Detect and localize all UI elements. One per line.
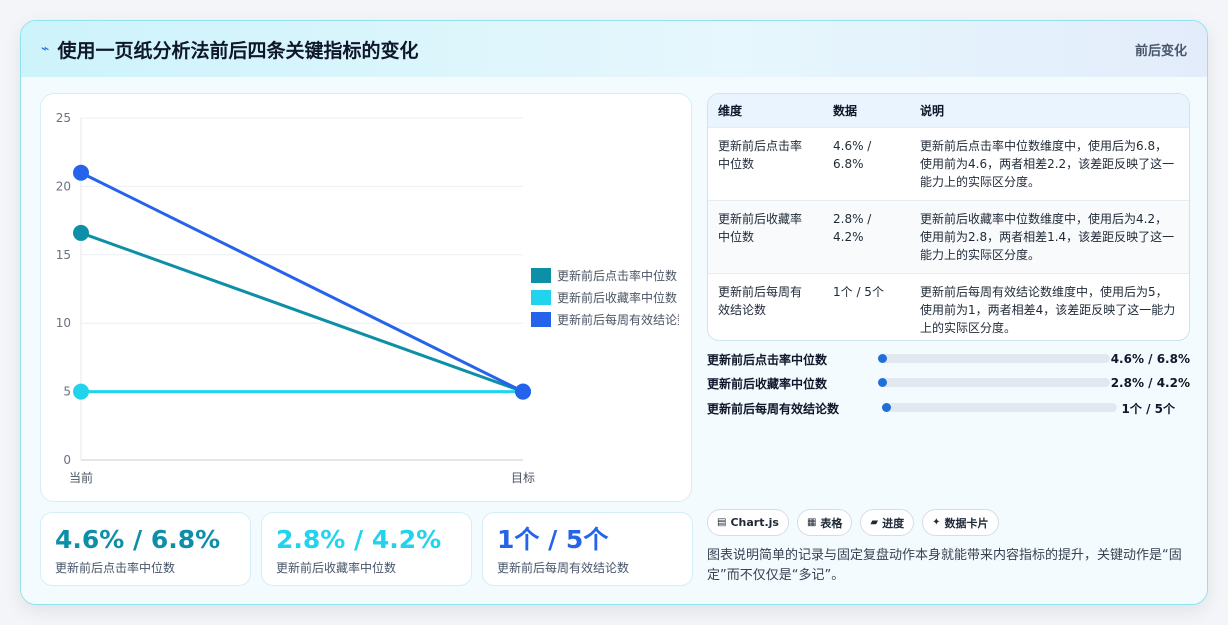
progress-value: 1个 / 5个 bbox=[1121, 401, 1175, 416]
legend-swatch bbox=[531, 290, 551, 305]
series-line bbox=[80, 171, 524, 393]
legend-label: 更新前后每周有效结论数 bbox=[557, 312, 689, 327]
x-tick-label: 当前 bbox=[69, 470, 93, 485]
stat-card-click-rate: 4.6% / 6.8% 更新前后点击率中位数 bbox=[40, 512, 251, 586]
table-row: 更新前后收藏率中位数 2.8% / 4.2% 更新前后收藏率中位数维度中，使用后… bbox=[708, 199, 1189, 273]
progress-track bbox=[882, 403, 1117, 412]
chip-label: 进度 bbox=[882, 516, 905, 530]
card-header: ⌁ 使用一页纸分析法前后四条关键指标的变化 前后变化 bbox=[21, 21, 1207, 77]
data-point bbox=[73, 164, 89, 181]
progress-label: 更新前后收藏率中位数 bbox=[707, 376, 828, 391]
data-point bbox=[73, 383, 89, 400]
table-header-data: 数据 bbox=[833, 103, 858, 118]
table-cell-desc: 更新前后收藏率中位数维度中，使用后为4.2，使用前为2.8，两者相差1.4，该差… bbox=[910, 199, 1189, 273]
table-header-row: 维度 数据 说明 bbox=[708, 94, 1189, 127]
progress-value: 4.6% / 6.8% bbox=[1110, 352, 1190, 366]
table-row: 更新前后点击率中位数 4.6% / 6.8% 更新前后点击率中位数维度中，使用后… bbox=[708, 126, 1189, 200]
series-line bbox=[80, 231, 524, 394]
x-tick-label: 目标 bbox=[511, 471, 535, 485]
progress-label: 更新前后每周有效结论数 bbox=[707, 401, 840, 416]
y-tick-label: 5 bbox=[63, 385, 71, 399]
progress-row-favorite-rate: 更新前后收藏率中位数 2.8% / 4.2% bbox=[707, 374, 1190, 392]
chip-label: 数据卡片 bbox=[944, 516, 989, 530]
table-cell-data: 4.6% / 6.8% bbox=[823, 126, 910, 200]
chip-label: 表格 bbox=[820, 516, 843, 530]
page-title: 使用一页纸分析法前后四条关键指标的变化 bbox=[57, 39, 419, 62]
chart-icon: ▤ bbox=[717, 517, 727, 528]
progress-track bbox=[878, 354, 1110, 363]
stat-label: 更新前后收藏率中位数 bbox=[276, 561, 397, 575]
table-row: 更新前后每周有效结论数 1个 / 5个 更新前后每周有效结论数维度中，使用后为5… bbox=[708, 272, 1189, 340]
table-header-desc: 说明 bbox=[920, 103, 945, 118]
table-icon: ▦ bbox=[806, 517, 817, 528]
progress-fill bbox=[878, 378, 888, 387]
table-cell-dimension: 更新前后每周有效结论数 bbox=[708, 272, 823, 340]
table-cell-desc: 更新前后点击率中位数维度中，使用后为6.8，使用前为4.6，两者相差2.2，该差… bbox=[910, 126, 1189, 200]
stat-value: 2.8% / 4.2% bbox=[276, 525, 442, 554]
data-point bbox=[515, 383, 531, 400]
stat-label: 更新前后每周有效结论数 bbox=[497, 561, 630, 575]
y-tick-label: 10 bbox=[56, 316, 71, 330]
y-tick-label: 25 bbox=[56, 111, 71, 125]
table-cell-data: 2.8% / 4.2% bbox=[823, 199, 910, 273]
chart-note: 图表说明简单的记录与固定复盘动作本身就能带来内容指标的提升，关键动作是“固定”而… bbox=[707, 548, 1182, 583]
line-chart: 0 5 10 15 20 25 当前 目标 更新前后点击率中位数更新前后收藏率中位数更新前后每周… bbox=[56, 111, 689, 485]
table-cell-dimension: 更新前后点击率中位数 bbox=[708, 126, 823, 200]
progress-track bbox=[878, 378, 1110, 387]
data-table: 维度 数据 说明 更新前后点击率中位数 4.6% / 6.8% 更新前后点击率中… bbox=[707, 93, 1190, 341]
sparkle-icon: ⌁ bbox=[41, 41, 50, 57]
table-header-dimension: 维度 bbox=[718, 103, 743, 118]
chip-label: Chart.js bbox=[730, 516, 779, 529]
legend-swatch bbox=[531, 312, 551, 327]
chip-data-card[interactable]: ✦ 数据卡片 bbox=[922, 509, 999, 536]
y-tick-label: 15 bbox=[56, 248, 71, 262]
y-tick-label: 0 bbox=[63, 453, 71, 467]
chip-chartjs[interactable]: ▤ Chart.js bbox=[707, 509, 789, 536]
chip-progress[interactable]: ▰ 进度 bbox=[860, 509, 915, 536]
progress-value: 2.8% / 4.2% bbox=[1110, 376, 1190, 390]
data-point bbox=[73, 224, 89, 241]
table-cell-desc: 更新前后每周有效结论数维度中，使用后为5，使用前为1，两者相差4，该差距反映了这… bbox=[910, 272, 1189, 340]
stat-value: 4.6% / 6.8% bbox=[55, 525, 221, 554]
stat-label: 更新前后点击率中位数 bbox=[55, 561, 176, 575]
progress-row-weekly-conclusions: 更新前后每周有效结论数 1个 / 5个 bbox=[707, 399, 1190, 417]
chip-table[interactable]: ▦ 表格 bbox=[796, 509, 853, 536]
tech-chips: ▤ Chart.js ▦ 表格 ▰ 进度 ✦ 数据卡片 bbox=[707, 509, 999, 536]
card-icon: ✦ bbox=[932, 517, 941, 528]
legend-swatch bbox=[531, 268, 551, 283]
progress-label: 更新前后点击率中位数 bbox=[707, 352, 828, 367]
progress-icon: ▰ bbox=[870, 517, 879, 528]
y-tick-label: 20 bbox=[56, 179, 71, 193]
main-card: ⌁ 使用一页纸分析法前后四条关键指标的变化 前后变化 0 5 10 15 20 25 当前 目… bbox=[20, 20, 1208, 605]
table-cell-data: 1个 / 5个 bbox=[823, 272, 910, 340]
progress-fill bbox=[882, 403, 892, 412]
header-tag: 前后变化 bbox=[1134, 43, 1187, 59]
legend-label: 更新前后收藏率中位数 bbox=[557, 290, 677, 305]
progress-fill bbox=[878, 354, 888, 363]
legend-label: 更新前后点击率中位数 bbox=[557, 268, 677, 283]
stat-card-weekly-conclusions: 1个 / 5个 更新前后每周有效结论数 bbox=[482, 512, 693, 586]
stat-value: 1个 / 5个 bbox=[497, 525, 609, 554]
progress-row-click-rate: 更新前后点击率中位数 4.6% / 6.8% bbox=[707, 350, 1190, 368]
chart-panel: 0 5 10 15 20 25 当前 目标 更新前后点击率中位数 更新前后收藏率中位数 更新前后每周… bbox=[40, 93, 692, 502]
stat-card-favorite-rate: 2.8% / 4.2% 更新前后收藏率中位数 bbox=[261, 512, 472, 586]
table-cell-dimension: 更新前后收藏率中位数 bbox=[708, 199, 823, 273]
